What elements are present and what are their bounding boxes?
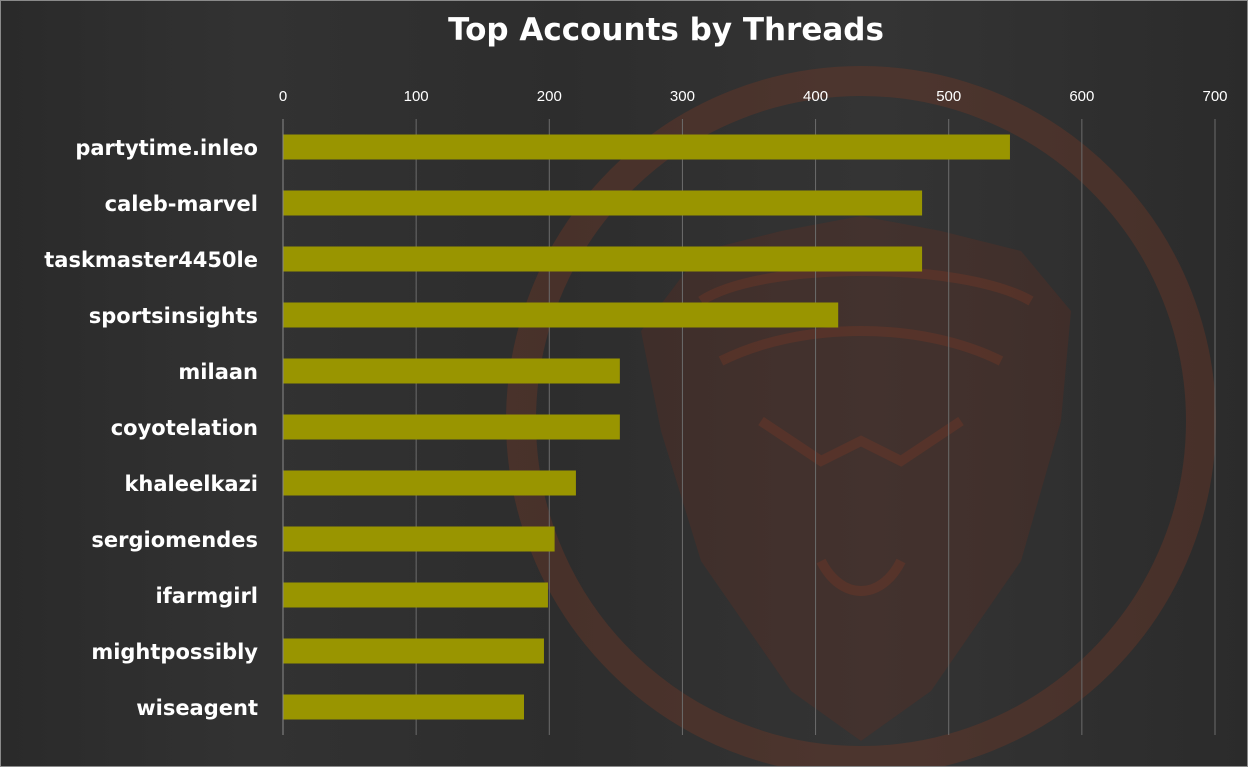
category-label: khaleelkazi bbox=[124, 472, 258, 496]
category-label: wiseagent bbox=[136, 696, 258, 720]
category-label: taskmaster4450le bbox=[44, 248, 258, 272]
bars bbox=[283, 134, 1010, 720]
bar-coyotelation bbox=[283, 414, 620, 440]
x-tick-label: 100 bbox=[404, 88, 429, 105]
x-tick-label: 0 bbox=[279, 88, 287, 105]
category-label: sergiomendes bbox=[91, 528, 258, 552]
bar-wiseagent bbox=[283, 694, 524, 720]
category-label: sportsinsights bbox=[89, 304, 258, 328]
x-axis-ticks: 0 100 200 300 400 500 600 700 bbox=[279, 88, 1228, 105]
bar-mightpossibly bbox=[283, 638, 544, 664]
category-label: ifarmgirl bbox=[155, 584, 258, 608]
x-tick-label: 700 bbox=[1202, 88, 1227, 105]
bar-ifarmgirl bbox=[283, 582, 548, 608]
chart-title: Top Accounts by Threads bbox=[448, 12, 884, 48]
bar-sportsinsights bbox=[283, 302, 839, 328]
bar-partytime.inleo bbox=[283, 134, 1010, 160]
x-tick-label: 300 bbox=[670, 88, 695, 105]
lion-shield-watermark-icon bbox=[506, 66, 1216, 766]
x-tick-label: 400 bbox=[803, 88, 828, 105]
bar-caleb-marvel bbox=[283, 190, 923, 216]
x-tick-label: 500 bbox=[936, 88, 961, 105]
category-label: caleb-marvel bbox=[105, 192, 258, 216]
category-label: coyotelation bbox=[111, 416, 258, 440]
category-label: mightpossibly bbox=[91, 640, 258, 664]
bar-sergiomendes bbox=[283, 526, 555, 552]
bar-milaan bbox=[283, 358, 620, 384]
x-tick-label: 600 bbox=[1069, 88, 1094, 105]
bar-khaleelkazi bbox=[283, 470, 576, 496]
category-labels: partytime.inleo caleb-marvel taskmaster445… bbox=[44, 136, 258, 720]
gridlines bbox=[415, 119, 1216, 735]
category-label: milaan bbox=[178, 360, 258, 384]
category-label: partytime.inleo bbox=[75, 136, 258, 160]
bar-taskmaster4450le bbox=[283, 246, 923, 272]
x-tick-label: 200 bbox=[537, 88, 562, 105]
